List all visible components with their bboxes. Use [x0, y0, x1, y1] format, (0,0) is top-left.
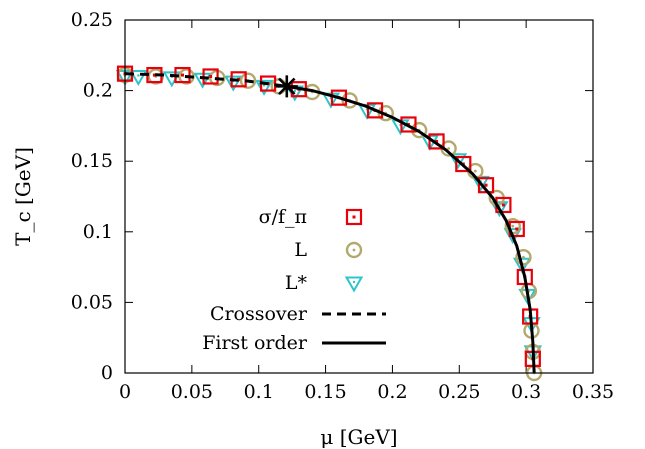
legend-label: Crossover [210, 303, 308, 325]
x-tick-label: 0.1 [244, 381, 274, 403]
legend-label: L* [285, 272, 308, 294]
y-tick-label: 0.15 [71, 150, 113, 172]
legend-label: First order [202, 332, 308, 354]
x-axis-title: μ [GeV] [320, 425, 397, 449]
critical-point-star [275, 75, 298, 98]
y-tick-label: 0.05 [71, 291, 113, 313]
legend-label: L [294, 239, 307, 261]
x-tick-label: 0.25 [438, 381, 480, 403]
data-point-polyakov-l-star [129, 69, 148, 86]
y-tick-label: 0.2 [83, 80, 113, 102]
y-tick-label: 0.25 [71, 9, 113, 31]
x-tick-label: 0 [119, 381, 131, 403]
y-tick-label: 0.1 [83, 221, 113, 243]
x-tick-label: 0.35 [572, 381, 614, 403]
x-tick-label: 0.2 [377, 381, 407, 403]
data-point-polyakov-l [515, 249, 532, 266]
plot-frame [124, 19, 594, 374]
legend-swatch [345, 208, 363, 226]
crossover-line [124, 72, 287, 88]
legend-label: σ/f_π [259, 206, 307, 228]
legend-item: L [294, 239, 363, 261]
ticks-layer: 0 0.05 0.1 0.15 0.2 0.25 0.3 0.35 0 0.05 0.1 0.15 0.… [71, 9, 614, 403]
legend-item: σ/f_π [259, 206, 363, 228]
legend-item: L* [285, 272, 364, 294]
legend-swatch [344, 276, 364, 293]
x-tick-label: 0.15 [304, 381, 346, 403]
x-tick-label: 0.05 [171, 381, 213, 403]
data-point-sigma-f-pi [428, 133, 445, 150]
legend-item: First order [202, 332, 386, 354]
y-axis-title: T_c [GeV] [11, 147, 35, 246]
first-order-line [286, 84, 536, 374]
y-tick-label: 0 [101, 362, 113, 384]
legend-item: Crossover [210, 303, 386, 325]
legend-layer: σ/f_π L L* Crossover First order [202, 206, 386, 354]
x-tick-label: 0.3 [511, 381, 541, 403]
legend-swatch [345, 241, 363, 259]
series-layer [115, 65, 543, 382]
